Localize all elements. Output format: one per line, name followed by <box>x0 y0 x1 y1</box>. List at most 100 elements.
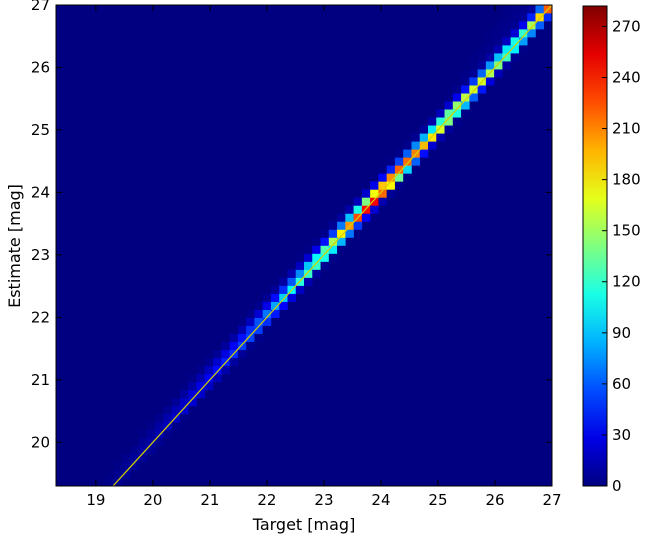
heatmap-cell <box>113 469 123 479</box>
heatmap-cell <box>444 109 454 118</box>
heatmap-cell <box>155 429 164 439</box>
heatmap-cell <box>122 469 131 479</box>
heatmap-cell <box>138 453 148 463</box>
heatmap-cell <box>543 13 553 22</box>
heatmap-cell <box>295 261 305 270</box>
heatmap-cell <box>452 117 462 126</box>
heatmap-cell <box>444 101 454 110</box>
colorbar-tick-label: 180 <box>612 171 641 189</box>
heatmap-cell <box>328 245 338 254</box>
heatmap-cell <box>494 69 503 78</box>
colorbar <box>582 5 608 487</box>
heatmap-cell <box>403 173 412 182</box>
heatmap-cell <box>213 349 222 359</box>
heatmap-cell <box>502 37 511 46</box>
heatmap-cell <box>155 437 164 447</box>
heatmap-cell <box>213 373 222 383</box>
heatmap-cell <box>295 253 305 262</box>
heatmap-cell <box>130 461 139 471</box>
x-tick-label: 19 <box>86 491 105 509</box>
heatmap-cell <box>279 277 288 286</box>
heatmap-cell <box>171 397 181 407</box>
heatmap-cell <box>138 437 148 447</box>
x-tick-label: 21 <box>200 491 219 509</box>
x-tick-label: 20 <box>143 491 162 509</box>
heatmap-cell <box>180 397 189 407</box>
heatmap-cell <box>270 285 280 294</box>
heatmap-cell <box>337 237 346 246</box>
heatmap-cell <box>146 437 156 447</box>
heatmap-cell <box>320 229 330 238</box>
heatmap-cell <box>196 381 206 391</box>
heatmap-cell <box>370 189 379 198</box>
heatmap-cell <box>237 325 247 334</box>
heatmap-cell <box>270 293 280 302</box>
heatmap-cell <box>295 269 305 278</box>
x-tick-label: 27 <box>542 491 561 509</box>
y-axis-label: Estimate [mag] <box>5 184 24 308</box>
heatmap-cell <box>196 373 206 383</box>
x-axis-label: Target [mag] <box>252 515 356 534</box>
heatmap-cell <box>485 61 495 70</box>
heatmap-cell <box>345 221 354 230</box>
colorbar-tick-label: 240 <box>612 68 641 86</box>
heatmap-cell <box>320 245 330 254</box>
heatmap-cell <box>394 173 404 182</box>
heatmap-cell <box>502 29 511 38</box>
heatmap-cell <box>287 277 297 286</box>
heatmap-cell <box>469 61 478 70</box>
heatmap-cell <box>461 109 470 118</box>
y-tick-label: 22 <box>31 308 50 326</box>
heatmap-cell <box>262 317 272 326</box>
x-tick-label: 24 <box>371 491 390 509</box>
heatmap-cell <box>361 205 371 214</box>
heatmap-cell <box>180 405 189 415</box>
heatmap-cell <box>461 69 470 78</box>
y-axis-ticks: 20 21 22 23 24 25 26 27 <box>31 0 552 451</box>
heatmap-cell <box>527 21 536 30</box>
heatmap-cell <box>452 109 462 118</box>
heatmap-cell <box>328 237 338 246</box>
heatmap-cell <box>535 5 545 14</box>
heatmap-cell <box>428 117 437 126</box>
heatmap-cell <box>444 93 454 102</box>
heatmap-cell <box>246 333 255 342</box>
heatmap-cell <box>494 45 503 54</box>
heatmap-cell <box>188 389 197 399</box>
colorbar-tick-label: 0 <box>612 477 622 495</box>
colorbar-tick-label: 90 <box>612 324 631 342</box>
heatmap-cell <box>518 45 528 54</box>
heatmap-cell <box>122 453 131 463</box>
heatmap-cell <box>353 221 363 230</box>
heatmap-cell <box>188 397 197 407</box>
heatmap-cell <box>394 157 404 166</box>
colorbar-tick-label: 120 <box>612 273 641 291</box>
heatmap-cell <box>262 325 272 334</box>
heatmap-cell <box>105 477 115 487</box>
heatmap-cell <box>494 37 503 46</box>
heatmap-cell <box>262 301 272 310</box>
y-tick-label: 24 <box>31 183 50 201</box>
heatmap-cell <box>188 373 197 383</box>
heatmap-cell <box>345 229 354 238</box>
heatmap-cell <box>237 341 247 351</box>
heatmap-cell <box>527 29 536 38</box>
heatmap-cell <box>237 333 247 342</box>
heatmap-cell <box>485 53 495 62</box>
colorbar-tick-label: 60 <box>612 375 631 393</box>
heatmap-cell <box>229 341 239 351</box>
heatmap-cell <box>494 21 503 30</box>
heatmap-cell <box>312 245 321 254</box>
heatmap-cell <box>204 357 214 367</box>
heatmap-cell <box>304 261 313 270</box>
heatmap-cell <box>237 349 247 359</box>
heatmap-cell <box>502 53 511 62</box>
heatmap-cell <box>180 413 189 423</box>
colorbar-tick-label: 150 <box>612 222 641 240</box>
x-tick-label: 22 <box>257 491 276 509</box>
heatmap-cell <box>518 37 528 46</box>
heatmap-cell <box>477 85 487 94</box>
heatmap-cell <box>485 77 495 86</box>
x-axis-ticks: 19 20 21 22 23 24 25 26 27 <box>86 5 562 509</box>
